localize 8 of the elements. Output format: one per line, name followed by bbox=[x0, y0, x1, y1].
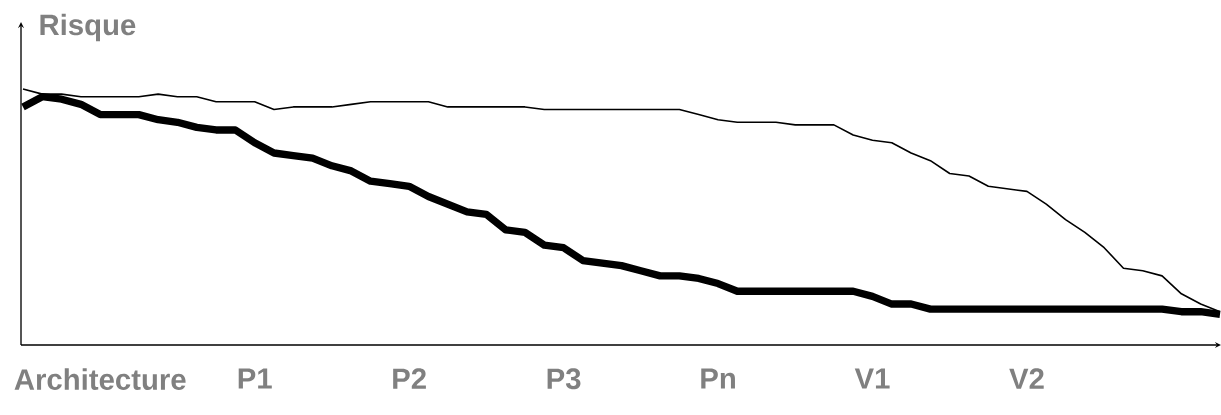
y-axis-title: Risque bbox=[40, 13, 136, 42]
x-tick-label: P2 bbox=[393, 368, 426, 389]
x-tick-label: V1 bbox=[854, 368, 890, 389]
x-tick-label: P1 bbox=[238, 368, 272, 389]
x-tick-label: V2 bbox=[1009, 368, 1044, 389]
x-tick-label: Pn bbox=[701, 368, 735, 389]
x-tick-label: P3 bbox=[547, 368, 581, 390]
x-tick-label: Architecture bbox=[14, 368, 186, 390]
